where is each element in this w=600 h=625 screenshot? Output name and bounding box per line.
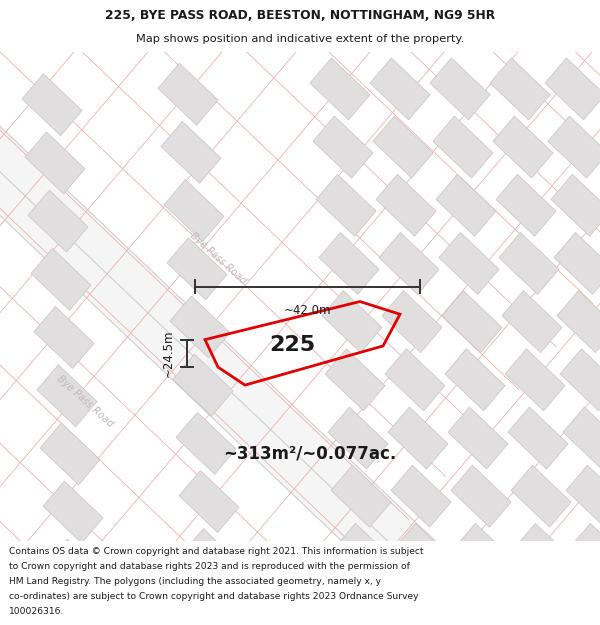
Polygon shape	[499, 232, 559, 294]
Polygon shape	[325, 349, 385, 411]
Polygon shape	[505, 349, 565, 411]
Polygon shape	[554, 232, 600, 294]
Polygon shape	[31, 248, 91, 310]
Polygon shape	[385, 349, 445, 411]
Polygon shape	[569, 523, 600, 586]
Polygon shape	[448, 407, 508, 469]
Polygon shape	[388, 407, 448, 469]
Polygon shape	[316, 174, 376, 236]
Polygon shape	[430, 58, 490, 120]
Polygon shape	[319, 232, 379, 294]
Polygon shape	[514, 523, 574, 586]
Polygon shape	[394, 523, 454, 586]
Polygon shape	[376, 174, 436, 236]
Polygon shape	[158, 63, 218, 125]
Polygon shape	[322, 291, 382, 352]
Polygon shape	[442, 291, 502, 352]
Text: co-ordinates) are subject to Crown copyright and database rights 2023 Ordnance S: co-ordinates) are subject to Crown copyr…	[9, 592, 419, 601]
Polygon shape	[22, 74, 82, 136]
Text: 225, BYE PASS ROAD, BEESTON, NOTTINGHAM, NG9 5HR: 225, BYE PASS ROAD, BEESTON, NOTTINGHAM,…	[105, 9, 495, 22]
Text: ~42.0m: ~42.0m	[284, 304, 331, 317]
Polygon shape	[370, 58, 430, 120]
Polygon shape	[170, 296, 230, 358]
Polygon shape	[551, 174, 600, 236]
Polygon shape	[43, 481, 103, 543]
Polygon shape	[454, 523, 514, 586]
Polygon shape	[379, 232, 439, 294]
Polygon shape	[313, 116, 373, 178]
Polygon shape	[511, 465, 571, 527]
Text: Bye Pass Road: Bye Pass Road	[55, 373, 115, 429]
Text: ~313m²/~0.077ac.: ~313m²/~0.077ac.	[223, 445, 397, 463]
Polygon shape	[28, 190, 88, 252]
Polygon shape	[391, 465, 451, 527]
Polygon shape	[173, 354, 233, 416]
Text: Bye Pass Road: Bye Pass Road	[188, 231, 248, 286]
Polygon shape	[563, 407, 600, 469]
Polygon shape	[46, 539, 106, 601]
Text: HM Land Registry. The polygons (including the associated geometry, namely x, y: HM Land Registry. The polygons (includin…	[9, 578, 381, 586]
Polygon shape	[0, 42, 460, 625]
Polygon shape	[451, 465, 511, 527]
Polygon shape	[548, 116, 600, 178]
Polygon shape	[182, 529, 242, 591]
Polygon shape	[34, 306, 94, 369]
Polygon shape	[508, 407, 568, 469]
Polygon shape	[445, 349, 505, 411]
Polygon shape	[25, 132, 85, 194]
Polygon shape	[557, 291, 600, 352]
Polygon shape	[176, 412, 236, 474]
Polygon shape	[439, 232, 499, 294]
Polygon shape	[331, 465, 391, 527]
Polygon shape	[566, 465, 600, 527]
Polygon shape	[560, 349, 600, 411]
Polygon shape	[37, 365, 97, 427]
Text: 225: 225	[269, 336, 315, 356]
Text: Map shows position and indicative extent of the property.: Map shows position and indicative extent…	[136, 34, 464, 44]
Polygon shape	[496, 174, 556, 236]
Polygon shape	[179, 471, 239, 532]
Polygon shape	[161, 121, 221, 183]
Polygon shape	[334, 523, 394, 586]
Polygon shape	[382, 291, 442, 352]
Polygon shape	[493, 116, 553, 178]
Polygon shape	[490, 58, 550, 120]
Polygon shape	[167, 238, 227, 300]
Polygon shape	[545, 58, 600, 120]
Polygon shape	[164, 179, 224, 241]
Polygon shape	[0, 111, 578, 625]
Text: to Crown copyright and database rights 2023 and is reproduced with the permissio: to Crown copyright and database rights 2…	[9, 562, 410, 571]
Polygon shape	[502, 291, 562, 352]
Polygon shape	[40, 423, 100, 485]
Polygon shape	[373, 116, 433, 178]
Text: ~24.5m: ~24.5m	[162, 329, 175, 377]
Polygon shape	[436, 174, 496, 236]
Text: 100026316.: 100026316.	[9, 608, 64, 616]
Polygon shape	[433, 116, 493, 178]
Polygon shape	[328, 407, 388, 469]
Text: Contains OS data © Crown copyright and database right 2021. This information is : Contains OS data © Crown copyright and d…	[9, 548, 424, 556]
Polygon shape	[310, 58, 370, 120]
